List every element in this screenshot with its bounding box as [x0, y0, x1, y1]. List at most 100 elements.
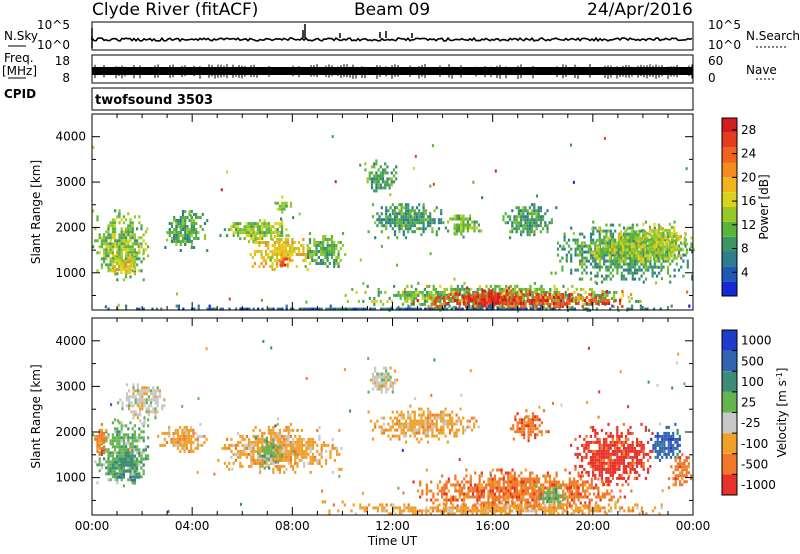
data-cell: [624, 251, 627, 255]
data-cell: [131, 230, 134, 234]
data-cell: [435, 413, 438, 417]
data-cell: [458, 299, 461, 302]
data-cell: [470, 295, 473, 299]
data-cell: [598, 265, 601, 269]
data-cell: [96, 440, 99, 444]
data-cell: [256, 461, 259, 465]
data-cell: [389, 428, 392, 432]
data-cell: [298, 443, 301, 447]
data-cell: [635, 251, 638, 255]
data-cell: [250, 225, 253, 229]
data-cell: [320, 307, 323, 311]
data-cell: [415, 307, 418, 311]
data-cell: [445, 480, 448, 484]
data-cell: [431, 431, 434, 435]
data-cell: [139, 404, 142, 408]
data-cell: [433, 434, 436, 438]
data-cell: [371, 387, 375, 391]
data-cell: [399, 296, 402, 300]
data-cell: [274, 231, 277, 235]
data-cell: [270, 457, 273, 461]
data-cell: [315, 241, 318, 244]
data-cell: [136, 413, 139, 417]
data-cell: [105, 466, 108, 470]
data-cell: [624, 230, 627, 234]
data-cell: [388, 296, 391, 300]
data-cell: [677, 248, 680, 252]
data-cell: [375, 299, 378, 303]
data-cell: [105, 245, 108, 249]
data-cell: [194, 437, 197, 441]
data-cell: [377, 174, 380, 178]
data-cell: [103, 440, 106, 444]
data-cell: [168, 222, 171, 225]
data-cell: [524, 305, 527, 308]
data-cell: [542, 305, 545, 309]
data-cell: [318, 461, 321, 465]
data-cell: [96, 215, 99, 219]
data-cell: [278, 244, 281, 247]
data-cell: [635, 254, 638, 258]
data-cell: [430, 302, 433, 306]
data-cell: [518, 421, 521, 425]
data-cell: [116, 248, 119, 252]
data-cell: [460, 480, 464, 484]
data-cell: [254, 440, 257, 444]
data-cell: [166, 231, 169, 234]
data-cell: [655, 240, 658, 244]
data-cell: [445, 293, 448, 297]
data-cell: [432, 495, 435, 499]
data-cell: [585, 265, 588, 269]
data-cell: [429, 296, 432, 299]
data-cell: [485, 284, 488, 288]
data-cell: [213, 307, 216, 311]
data-cell: [237, 225, 240, 229]
data-cell: [144, 230, 147, 234]
data-cell: [539, 299, 542, 302]
data-cell: [535, 302, 538, 305]
data-cell: [283, 458, 286, 462]
data-cell: [289, 204, 293, 208]
data-cell: [655, 257, 658, 261]
data-cell: [156, 404, 159, 408]
data-cell: [298, 434, 301, 438]
data-cell: [511, 227, 514, 231]
data-cell: [378, 425, 381, 429]
data-cell: [391, 227, 394, 231]
data-cell: [504, 212, 507, 216]
data-cell: [474, 486, 477, 490]
data-cell: [420, 437, 423, 441]
data-cell: [129, 421, 132, 425]
data-cell: [380, 307, 383, 311]
data-cell: [268, 466, 271, 470]
data-cell: [371, 378, 375, 382]
data-cell: [369, 307, 372, 311]
data-cell: [198, 434, 202, 438]
data-cell: [631, 226, 634, 230]
data-cell: [455, 419, 458, 423]
data-cell: [129, 227, 132, 231]
data-cell: [129, 268, 132, 272]
data-cell: [177, 225, 180, 228]
data-cell: [673, 268, 676, 272]
data-cell: [628, 233, 631, 237]
data-cell: [653, 240, 656, 244]
data-cell: [544, 299, 547, 302]
data-cell: [300, 458, 303, 462]
data-cell: [447, 498, 450, 502]
data-cell: [608, 302, 611, 305]
data-cell: [385, 215, 388, 219]
data-cell: [276, 449, 279, 453]
data-cell: [375, 183, 378, 187]
data-cell: [269, 265, 272, 268]
data-cell: [113, 460, 117, 464]
data-cell: [636, 241, 639, 245]
data-cell: [465, 495, 468, 499]
data-cell: [371, 437, 375, 441]
data-cell: [553, 296, 556, 299]
data-cell: [268, 451, 271, 455]
data-cell: [322, 247, 325, 250]
data-cell: [624, 242, 627, 246]
data-cell: [126, 259, 129, 263]
data-cell: [261, 445, 264, 449]
